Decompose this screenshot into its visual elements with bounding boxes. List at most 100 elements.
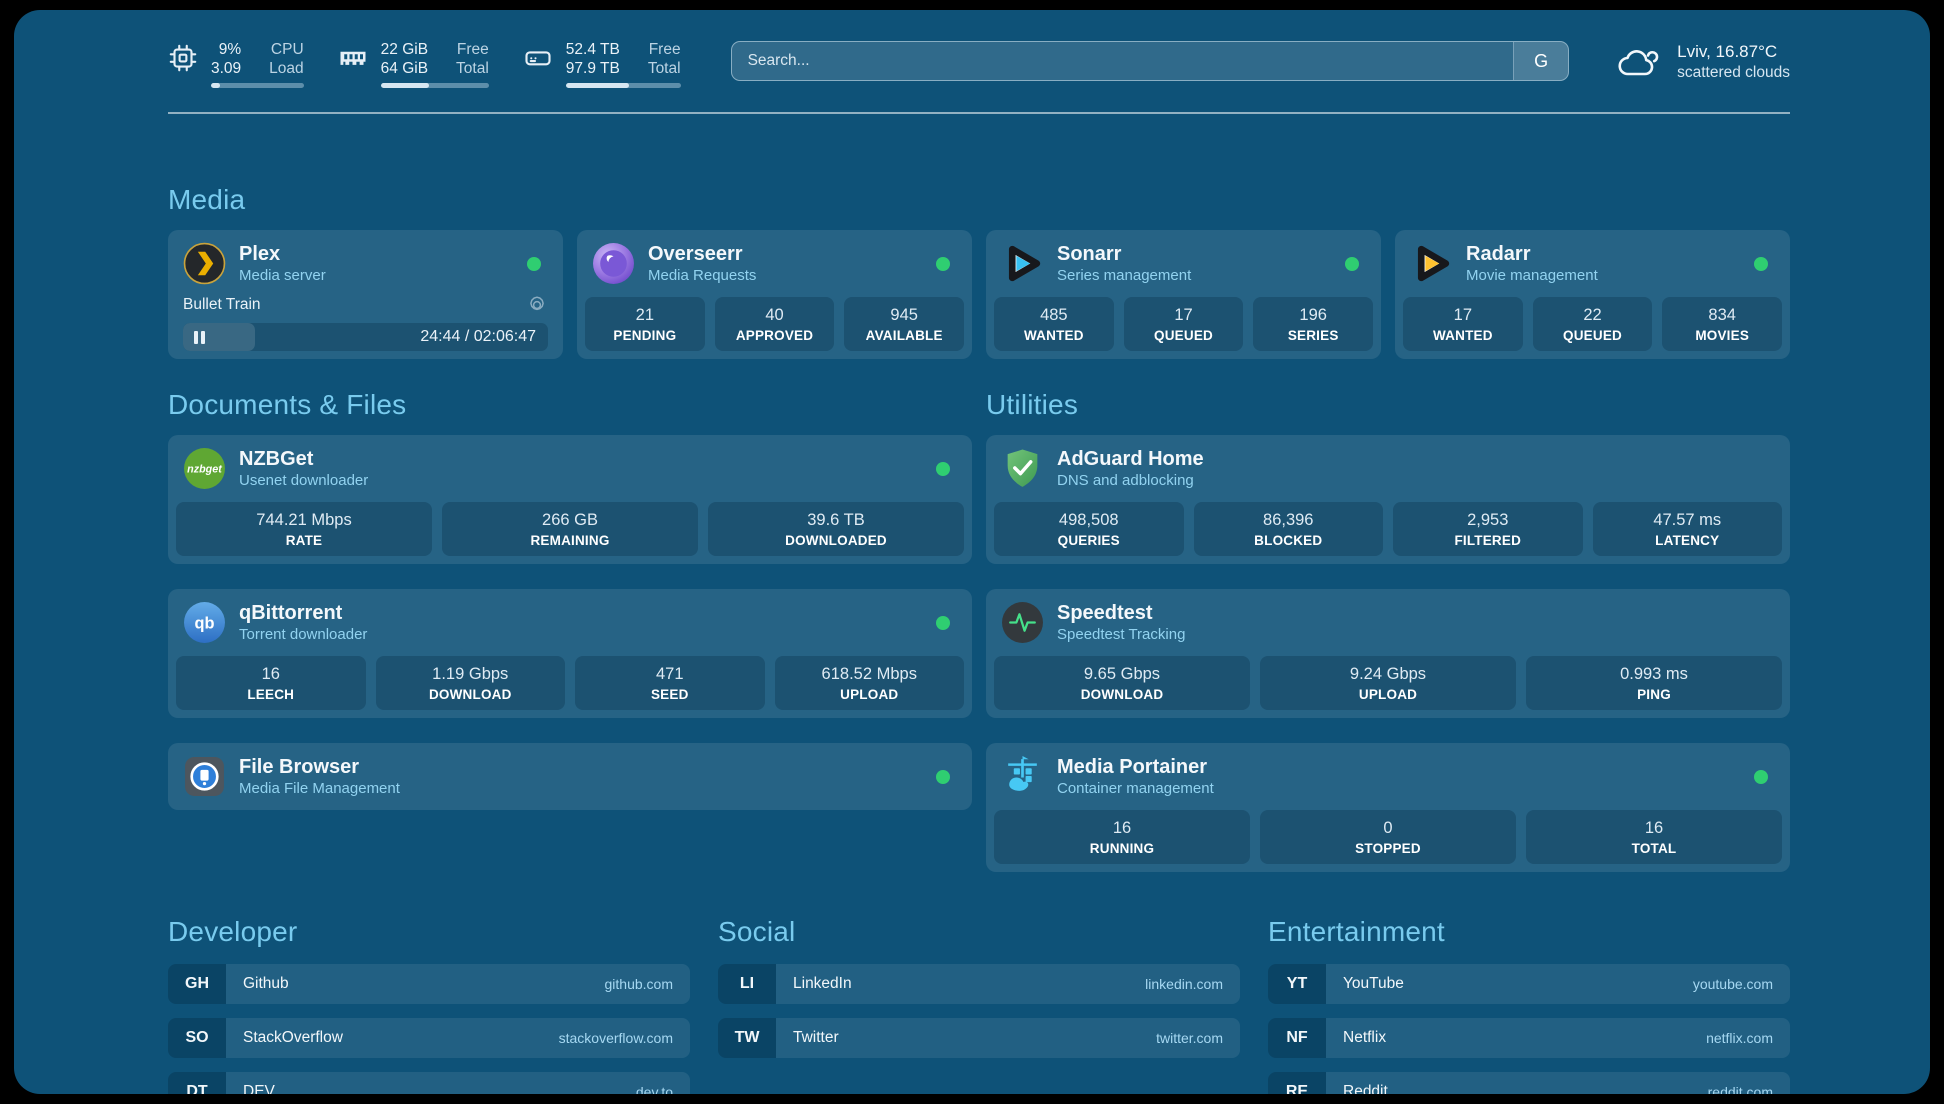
service-stats: 17 WANTED 22 QUEUED 834 MOVIES	[1403, 297, 1783, 351]
stat-label: PENDING	[613, 328, 677, 343]
service-description: Container management	[1057, 780, 1214, 797]
section-title-social: Social	[718, 916, 796, 947]
disk-icon	[523, 43, 553, 73]
portainer-icon	[1001, 755, 1044, 798]
bookmark-name: LinkedIn	[793, 975, 852, 992]
status-online-dot	[1754, 256, 1768, 271]
stat-value: 47.57 ms	[1653, 511, 1722, 529]
stat-label: RATE	[285, 533, 323, 548]
service-card-adguard: AdGuard Home DNS and adblocking 498,508 …	[986, 435, 1790, 564]
stat-value: 266 GB	[542, 511, 598, 529]
service-description: Movie management	[1466, 267, 1598, 284]
service-link-portainer[interactable]: Media Portainer Container management	[994, 751, 1782, 802]
weather-widget: Lviv, 16.87°C scattered clouds	[1615, 41, 1790, 82]
bookmark-github[interactable]: GH Github github.com	[168, 964, 690, 1004]
stat-label: REMAINING	[530, 533, 610, 548]
disk-free-label: Free	[648, 41, 681, 58]
bookmark-abbr: LI	[718, 964, 776, 1004]
section-title-media: Media	[168, 184, 246, 215]
radarr-icon	[1410, 242, 1453, 285]
stat-tile: 0 STOPPED	[1260, 810, 1516, 864]
bookmark-url: stackoverflow.com	[558, 1030, 673, 1046]
cpu-icon	[168, 43, 198, 73]
stat-label: BLOCKED	[1254, 533, 1323, 548]
bookmark-name: Netflix	[1343, 1029, 1387, 1046]
stat-tile: 39.6 TB DOWNLOADED	[708, 502, 964, 556]
bookmark-url: linkedin.com	[1145, 976, 1223, 992]
service-card-overseerr: Overseerr Media Requests 21 PENDING 40 A…	[577, 230, 972, 359]
utilities-column: Utilities	[986, 389, 1790, 872]
service-description: Media server	[239, 267, 326, 284]
cpu-progress-bar	[211, 83, 304, 88]
service-link-plex[interactable]: Plex Media server	[176, 238, 555, 289]
stat-value: 485	[1040, 306, 1068, 324]
now-playing-gear-icon	[526, 294, 548, 316]
search-input[interactable]	[730, 41, 1570, 81]
service-link-speedtest[interactable]: Speedtest Speedtest Tracking	[994, 597, 1782, 648]
service-name: Radarr	[1466, 243, 1531, 265]
bookmark-url: dev.to	[635, 1084, 673, 1094]
stat-label: QUEUED	[1563, 328, 1622, 343]
stat-value: 16	[261, 665, 280, 683]
status-online-dot	[527, 256, 541, 271]
stat-label: AVAILABLE	[865, 328, 943, 343]
overseerr-icon	[592, 242, 635, 285]
bookmark-name: Github	[243, 975, 289, 992]
bookmark-twitter[interactable]: TW Twitter twitter.com	[718, 1018, 1240, 1058]
stat-value: 0.993 ms	[1620, 665, 1688, 683]
service-link-radarr[interactable]: Radarr Movie management	[1403, 238, 1782, 289]
stat-label: DOWNLOAD	[1080, 687, 1164, 702]
service-link-overseerr[interactable]: Overseerr Media Requests	[585, 238, 964, 289]
bookmark-reddit[interactable]: RE Reddit reddit.com	[1268, 1072, 1790, 1094]
disk-free: 52.4 TB	[565, 41, 620, 58]
status-online-dot	[936, 615, 950, 630]
bookmark-stackoverflow[interactable]: SO StackOverflow stackoverflow.com	[168, 1018, 690, 1058]
service-card-speedtest: Speedtest Speedtest Tracking 9.65 Gbps D…	[986, 589, 1790, 718]
stat-value: 945	[890, 306, 918, 324]
bookmark-linkedin[interactable]: LI LinkedIn linkedin.com	[718, 964, 1240, 1004]
stat-tile: 21 PENDING	[585, 297, 705, 351]
cpu-load: 3.09	[211, 60, 242, 77]
stat-tile: 9.65 Gbps DOWNLOAD	[994, 656, 1250, 710]
service-link-nzbget[interactable]: nzbget NZBGet Usenet downloader	[176, 443, 964, 494]
service-card-portainer: Media Portainer Container management 16 …	[986, 743, 1790, 872]
stat-tile: 834 MOVIES	[1662, 297, 1783, 351]
service-link-qbittorrent[interactable]: qb qBittorrent Torrent downloader	[176, 597, 964, 648]
service-name: Media Portainer	[1057, 756, 1208, 778]
bookmark-dev[interactable]: DT DEV dev.to	[168, 1072, 690, 1094]
memory-free: 22 GiB	[380, 41, 429, 58]
status-online-dot	[1754, 769, 1768, 784]
documents-column: Documents & Files nzbget	[168, 389, 972, 872]
stat-label: LEECH	[247, 687, 295, 702]
stat-value: 17	[1453, 306, 1473, 324]
service-link-sonarr[interactable]: Sonarr Series management	[994, 238, 1373, 289]
stat-label: SERIES	[1287, 328, 1339, 343]
service-link-filebrowser[interactable]: File Browser Media File Management	[176, 751, 964, 802]
stat-label: QUERIES	[1057, 533, 1120, 548]
service-description: DNS and adblocking	[1057, 472, 1194, 489]
bookmark-abbr: TW	[718, 1018, 776, 1058]
resource-widgets: 9% 3.09 CPU Load	[168, 40, 681, 88]
stat-tile: 471 SEED	[575, 656, 765, 710]
stat-label: UPLOAD	[840, 687, 899, 702]
stat-value: 196	[1299, 306, 1327, 324]
stat-value: 471	[655, 665, 684, 683]
bookmark-url: github.com	[604, 976, 673, 992]
status-online-dot	[1345, 256, 1359, 271]
cpu-load-label: Load	[269, 60, 304, 77]
bookmark-netflix[interactable]: NF Netflix netflix.com	[1268, 1018, 1790, 1058]
memory-total-label: Total	[456, 60, 489, 77]
stat-tile: 744.21 Mbps RATE	[176, 502, 432, 556]
service-card-sonarr: Sonarr Series management 485 WANTED 17 Q…	[986, 230, 1381, 359]
bookmark-youtube[interactable]: YT YouTube youtube.com	[1268, 964, 1790, 1004]
status-online-dot	[936, 769, 950, 784]
bookmark-url: twitter.com	[1156, 1030, 1223, 1046]
stat-value: 9.24 Gbps	[1349, 665, 1427, 683]
stat-value: 40	[765, 306, 784, 324]
service-link-adguard[interactable]: AdGuard Home DNS and adblocking	[994, 443, 1782, 494]
bookmark-abbr: NF	[1268, 1018, 1326, 1058]
stat-tile: 0.993 ms PING	[1526, 656, 1782, 710]
search-provider-button[interactable]: G	[1513, 42, 1569, 80]
stat-value: 2,953	[1467, 511, 1509, 529]
search-bar: G	[730, 41, 1570, 81]
